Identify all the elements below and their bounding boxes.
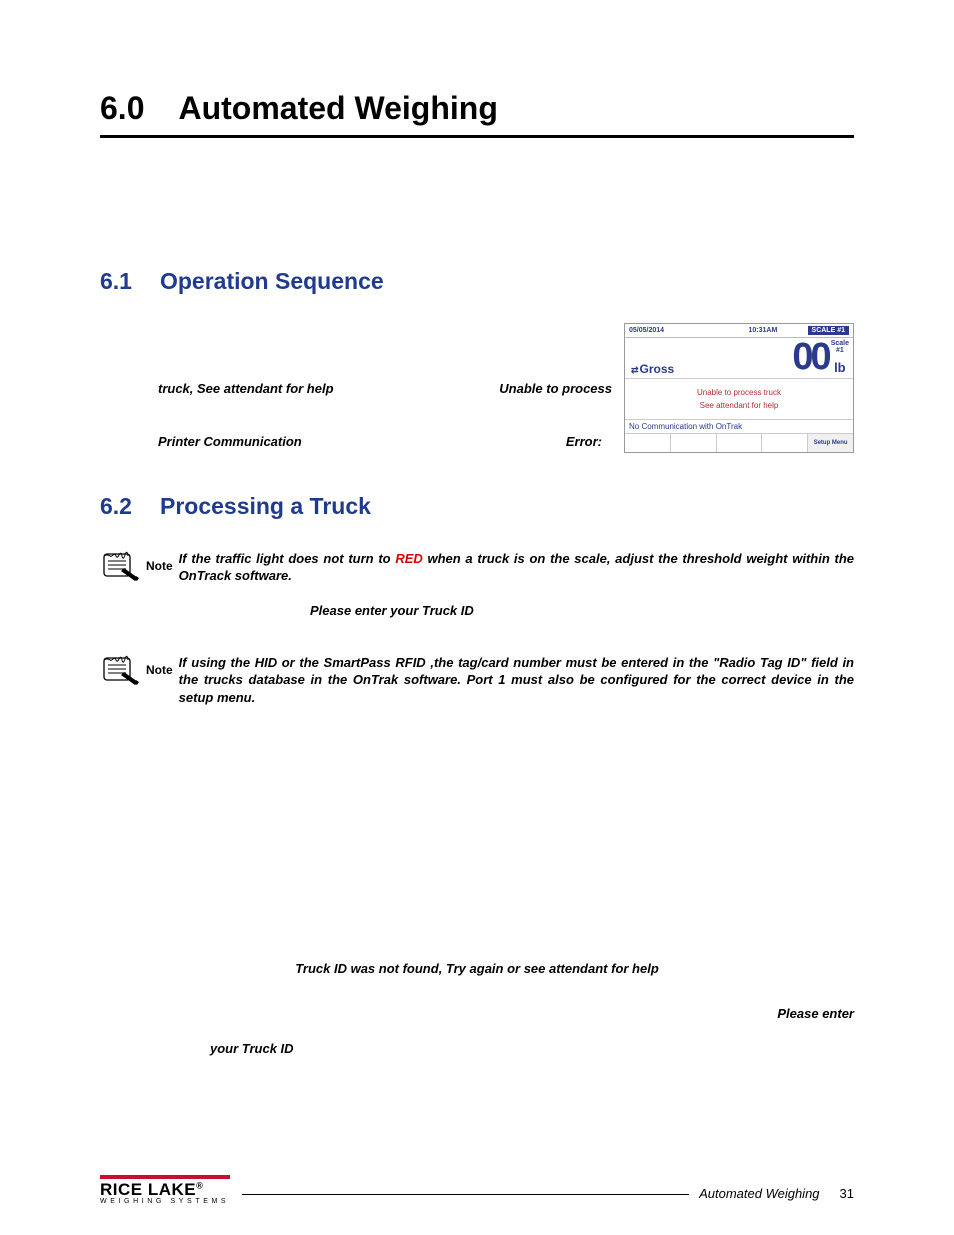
note-text-2: If using the HID or the SmartPass RFID ,…: [179, 654, 854, 707]
note-icon: [100, 550, 142, 584]
scale-display-figure: 05/05/2014 10:31AM SCALE #1 ⇄Gross 00 Sc…: [624, 323, 854, 453]
figure-reading: 00: [792, 338, 828, 376]
note-2: Note If using the HID or the SmartPass R…: [100, 654, 854, 707]
figure-status: No Communication with OnTrak: [625, 419, 853, 434]
soft-button-3[interactable]: [717, 434, 763, 452]
note-icon: [100, 654, 142, 688]
truck-not-found-msg: Truck ID was not found, Try again or see…: [100, 961, 854, 976]
soft-button-4[interactable]: [762, 434, 808, 452]
figure-scale-label: Scale#1: [831, 340, 849, 354]
para-truck-help: truck, See attendant for help: [158, 381, 334, 396]
figure-msg2: See attendant for help: [625, 400, 853, 413]
enter-again-para-2: your Truck ID: [100, 1041, 854, 1056]
soft-button-2[interactable]: [671, 434, 717, 452]
figure-date: 05/05/2014: [629, 327, 718, 334]
logo-subtitle: WEIGHING SYSTEMS: [100, 1198, 230, 1205]
enter-again-para: Please enter: [100, 1006, 854, 1021]
chapter-number: 6.0: [100, 90, 144, 127]
figure-soft-buttons: Setup Menu: [625, 434, 853, 452]
section-number-61: 6.1: [100, 268, 132, 295]
section-title-61: Operation Sequence: [160, 268, 384, 294]
figure-scale-header: SCALE #1: [808, 326, 849, 335]
enter-again-left: your Truck ID: [210, 1041, 294, 1056]
section-heading-61: 6.1 Operation Sequence: [100, 268, 854, 295]
soft-button-1[interactable]: [625, 434, 671, 452]
section-heading-62: 6.2 Processing a Truck: [100, 493, 854, 520]
red-text: RED: [395, 551, 422, 566]
figure-unit: lb: [834, 360, 846, 375]
footer-caption: Automated Weighing: [699, 1186, 819, 1201]
note-label-1: Note: [146, 550, 173, 582]
page-number: 31: [840, 1186, 854, 1201]
setup-menu-button[interactable]: Setup Menu: [808, 434, 853, 452]
prompt-truck-id: Please enter your Truck ID: [100, 603, 854, 618]
figure-time: 10:31AM: [718, 327, 807, 334]
chapter-heading: 6.0 Automated Weighing: [100, 90, 854, 138]
note-label-2: Note: [146, 654, 173, 686]
enter-again-right: Please enter: [777, 1006, 854, 1021]
chapter-title: Automated Weighing: [178, 90, 497, 126]
note-1: Note If the traffic light does not turn …: [100, 550, 854, 585]
gross-icon: ⇄: [631, 365, 639, 375]
footer-rule: [242, 1194, 689, 1195]
page-footer: RICE LAKE® WEIGHING SYSTEMS Automated We…: [100, 1175, 854, 1205]
figure-msg1: Unable to process truck: [625, 387, 853, 400]
section-number-62: 6.2: [100, 493, 132, 520]
figure-gross-label: ⇄Gross: [631, 362, 788, 376]
para-unable: Unable to process: [499, 381, 612, 396]
logo-bar: [100, 1175, 230, 1179]
section-title-62: Processing a Truck: [160, 493, 371, 519]
rice-lake-logo: RICE LAKE® WEIGHING SYSTEMS: [100, 1175, 230, 1205]
para-error: Error:: [566, 434, 602, 449]
logo-text: RICE LAKE®: [100, 1181, 230, 1198]
figure-messages: Unable to process truck See attendant fo…: [625, 379, 853, 419]
note-text-1: If the traffic light does not turn to RE…: [179, 550, 854, 585]
para-printer: Printer Communication: [158, 434, 302, 449]
